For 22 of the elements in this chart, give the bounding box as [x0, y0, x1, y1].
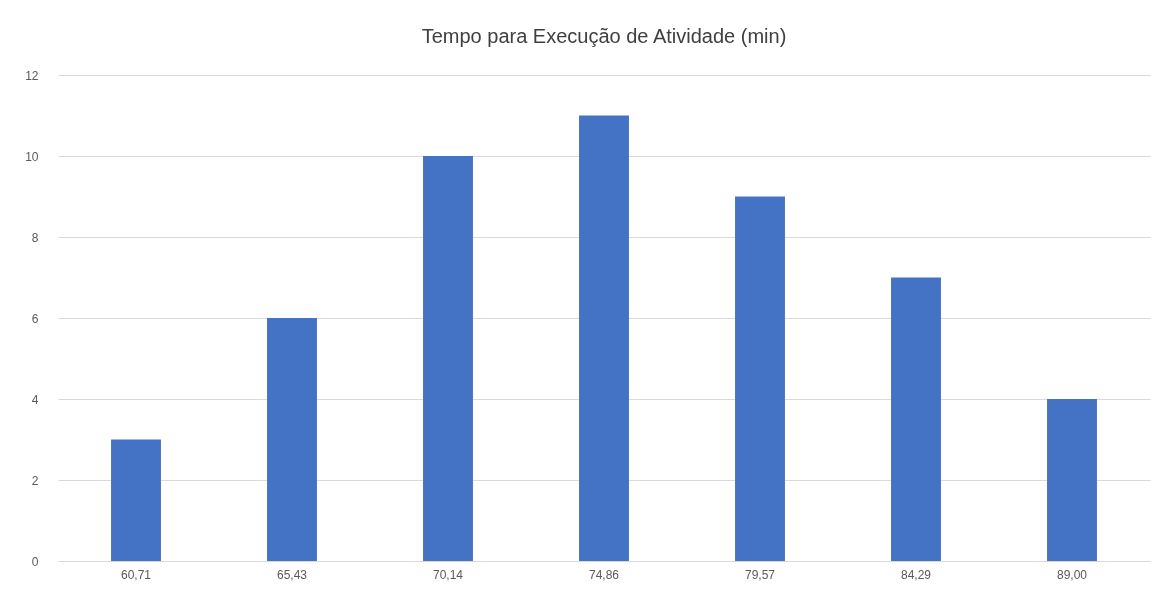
bar: [735, 196, 785, 561]
bar: [423, 156, 473, 561]
x-tick-label: 84,29: [900, 567, 932, 582]
bar: [111, 439, 161, 561]
y-tick-label: 6: [31, 311, 39, 326]
y-tick-label: 12: [25, 68, 39, 83]
x-tick-label: 60,71: [120, 567, 152, 582]
x-tick-label: 79,57: [744, 567, 776, 582]
bar: [267, 318, 317, 561]
y-tick-label: 10: [25, 149, 39, 164]
x-tick-label: 74,86: [588, 567, 620, 582]
y-tick-label: 2: [31, 473, 39, 488]
y-tick-label: 8: [31, 230, 39, 245]
x-tick-label: 70,14: [432, 567, 464, 582]
x-tick-label: 65,43: [276, 567, 308, 582]
y-tick-label: 0: [31, 554, 39, 569]
y-tick-label: 4: [31, 392, 39, 407]
bar: [1047, 399, 1097, 561]
chart-title: Tempo para Execução de Atividade (min): [421, 25, 787, 47]
bar: [891, 277, 941, 561]
x-tick-label: 89,00: [1056, 567, 1088, 582]
bar: [579, 115, 629, 561]
